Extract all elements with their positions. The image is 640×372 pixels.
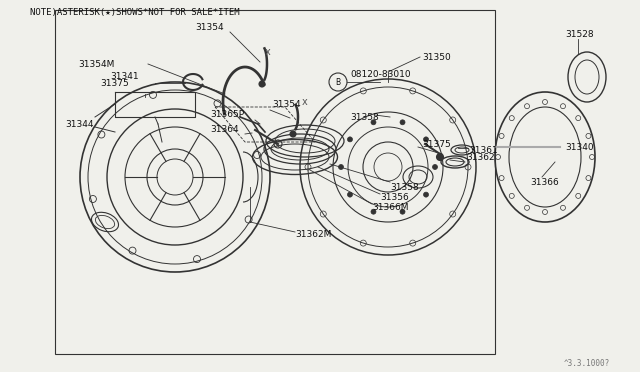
Circle shape — [371, 209, 376, 214]
Circle shape — [436, 154, 444, 160]
Text: x: x — [265, 47, 271, 57]
Text: 31362M: 31362M — [295, 230, 332, 238]
Text: NOTE)ASTERISK(★)SHOWS*NOT FOR SALE*ITEM: NOTE)ASTERISK(★)SHOWS*NOT FOR SALE*ITEM — [30, 7, 239, 16]
Bar — [55, 10, 495, 354]
Text: ^3.3.1000?: ^3.3.1000? — [564, 359, 610, 369]
Text: 31365P: 31365P — [210, 109, 244, 119]
Circle shape — [348, 192, 353, 197]
Text: 08120-83010: 08120-83010 — [350, 70, 411, 78]
Circle shape — [424, 137, 429, 142]
Text: 31341: 31341 — [110, 71, 139, 80]
Text: 31366M: 31366M — [372, 202, 408, 212]
Circle shape — [400, 209, 405, 214]
Circle shape — [371, 120, 376, 125]
Text: 31358: 31358 — [350, 112, 379, 122]
Text: 31354M: 31354M — [78, 60, 115, 68]
Circle shape — [433, 164, 438, 170]
Circle shape — [290, 131, 296, 137]
Text: 31354: 31354 — [195, 22, 223, 32]
Text: 31362: 31362 — [466, 153, 495, 161]
Text: 31356: 31356 — [380, 192, 409, 202]
Text: 31364: 31364 — [210, 125, 239, 134]
Text: 31375: 31375 — [422, 140, 451, 148]
Circle shape — [348, 137, 353, 142]
Circle shape — [259, 81, 265, 87]
Circle shape — [339, 164, 344, 170]
Text: 31358: 31358 — [390, 183, 419, 192]
Text: x: x — [302, 97, 308, 107]
Circle shape — [424, 192, 429, 197]
Circle shape — [400, 120, 405, 125]
Text: 31366: 31366 — [530, 177, 559, 186]
Text: 31350: 31350 — [422, 52, 451, 61]
Text: 31528: 31528 — [565, 29, 594, 38]
Text: B: B — [335, 77, 340, 87]
Text: 31340: 31340 — [565, 142, 594, 151]
Text: 31354: 31354 — [272, 99, 301, 109]
Text: 31344: 31344 — [65, 119, 93, 128]
Text: 31361: 31361 — [469, 145, 498, 154]
Text: 31375: 31375 — [100, 78, 129, 87]
